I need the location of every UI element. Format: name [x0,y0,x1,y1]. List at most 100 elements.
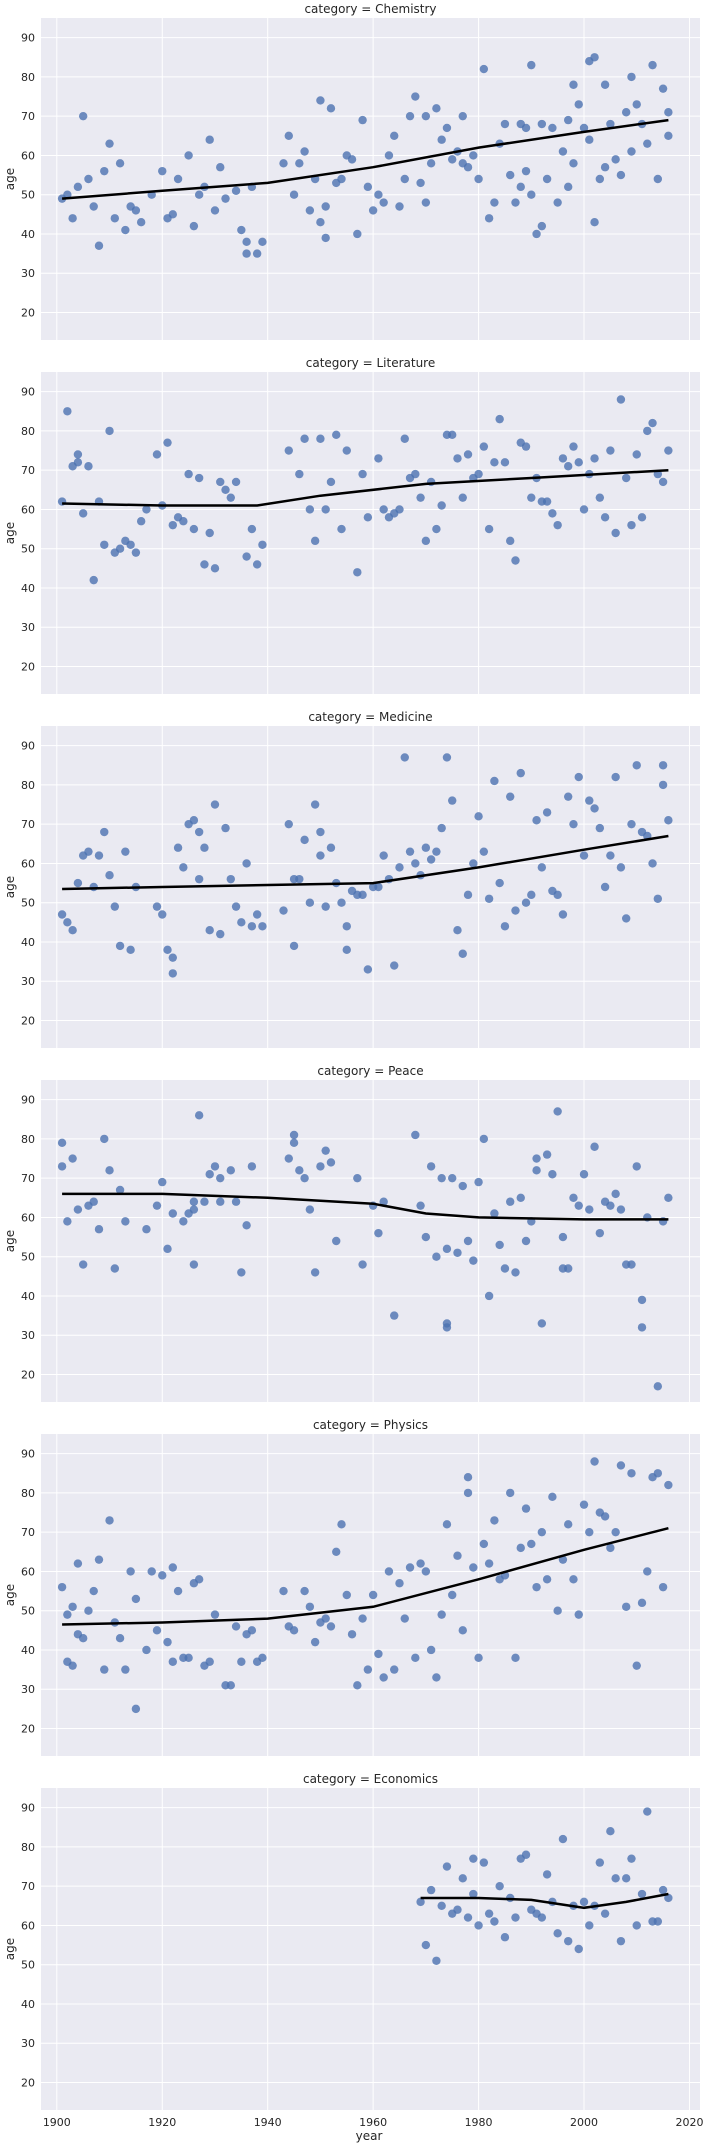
data-point [511,198,520,207]
plot-area [41,372,700,694]
data-point [474,1921,483,1930]
data-point [121,225,130,235]
data-point [511,1653,520,1663]
data-point [558,454,568,463]
data-point [453,925,462,935]
plot-area [41,18,700,340]
data-point [458,493,467,502]
data-point [57,1138,67,1148]
y-axis-label: age [3,1230,17,1252]
data-point [469,1854,478,1863]
data-point [300,1586,309,1596]
data-point [643,1567,652,1576]
data-point [611,528,620,538]
data-point [421,843,431,852]
data-point [658,1885,668,1895]
data-point [231,1622,241,1631]
data-point [616,395,626,404]
data-point [416,178,425,188]
data-point [453,1905,462,1914]
data-point [627,72,636,82]
panel-title: category = Medicine [308,710,432,724]
data-point [506,792,515,801]
data-point [316,217,325,227]
data-point [442,753,452,762]
data-point [300,434,309,443]
data-point [553,520,562,530]
data-point [411,92,420,101]
data-point [537,1319,547,1328]
data-point [426,1645,436,1655]
data-point [432,847,441,856]
data-point [553,198,562,207]
y-tick-label: 80 [21,779,35,792]
data-point [516,768,525,778]
data-point [595,174,605,184]
data-point [152,450,162,459]
data-point [490,198,499,207]
data-point [289,1130,299,1140]
data-point [616,863,626,872]
data-point [643,426,652,436]
data-point [226,493,235,502]
data-point [342,945,351,955]
data-point [442,1323,452,1332]
data-point [600,163,610,172]
data-point [363,1665,373,1674]
y-tick-label: 40 [21,1998,35,2011]
data-point [379,505,388,514]
data-point [627,1469,636,1478]
data-point [316,434,325,443]
data-point [484,1559,494,1568]
y-tick-label: 70 [21,818,35,831]
y-tick-label: 40 [21,582,35,595]
data-point [627,520,636,530]
data-point [506,1197,515,1206]
data-point [194,1575,204,1584]
data-point [347,155,357,164]
data-point [205,135,214,144]
data-point [200,560,209,569]
data-point [411,1130,420,1140]
data-point [416,1201,425,1210]
data-point [490,776,499,786]
data-point [627,147,636,156]
data-point [305,1602,315,1611]
data-point [105,871,114,880]
data-point [621,473,631,483]
data-point [210,800,220,809]
data-point [147,1567,156,1576]
data-point [558,910,568,919]
data-point [553,1107,562,1116]
data-point [527,493,536,502]
data-point [68,925,77,935]
x-tick-label: 1920 [148,2116,176,2129]
data-point [158,166,167,176]
data-point [653,174,663,184]
data-point [353,568,362,577]
data-point [495,1881,504,1891]
y-axis-label: age [3,1938,17,1960]
data-point [105,139,114,148]
data-point [179,1217,188,1226]
data-point [321,202,330,211]
data-point [621,108,631,117]
data-point [68,1602,77,1611]
data-point [432,1673,441,1682]
data-point [237,225,246,235]
data-point [379,1673,388,1682]
data-point [542,808,552,817]
data-point [163,438,172,447]
data-point [210,564,220,573]
data-point [632,100,641,109]
data-point [110,1264,120,1273]
data-point [189,1197,199,1206]
data-point [131,1704,141,1714]
data-point [115,1633,125,1643]
data-point [479,1858,489,1867]
data-point [532,1582,541,1592]
data-point [564,1936,573,1946]
data-point [126,945,135,955]
y-tick-label: 20 [21,1015,35,1028]
data-point [590,217,599,227]
